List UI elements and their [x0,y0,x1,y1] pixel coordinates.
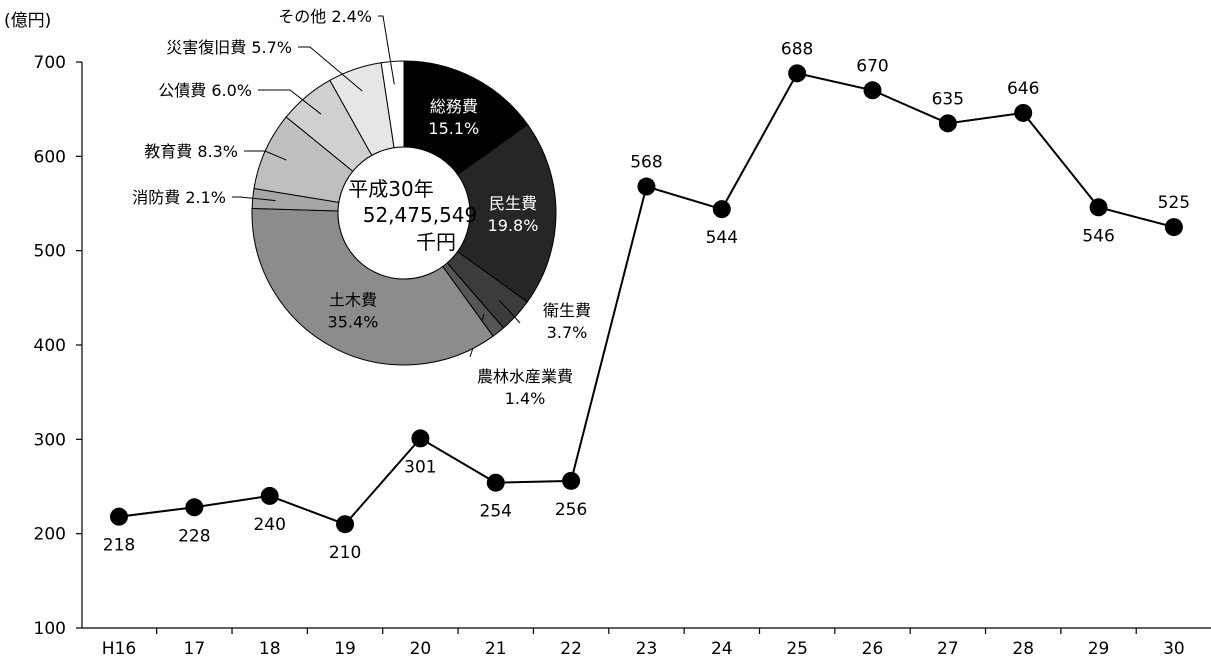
y-tick-label: 700 [34,53,66,73]
y-tick-label: 500 [34,242,66,262]
axes: 100 200 300 400 500 600 700 H16 17 18 19 20 21 22 23 24… [34,53,1211,659]
slice-percent: 1.4% [505,389,546,408]
data-point [637,177,656,196]
data-point [1014,103,1033,122]
data-label: 635 [932,89,964,109]
data-point [712,200,731,219]
data-point [110,507,128,526]
x-tick-label: 25 [786,639,808,659]
slice-percent: 3.7% [547,323,588,342]
x-tick-label: 30 [1163,639,1185,659]
slice-percent: 19.8% [488,216,539,235]
x-tick-label: 17 [184,639,206,659]
leader-line [244,150,287,161]
y-unit-label: (億円) [4,11,51,31]
data-label: 210 [329,543,361,563]
data-point [336,515,355,534]
slice-label: 土木費 [329,290,377,309]
donut-hole [337,146,471,280]
slice-percent: 35.4% [328,312,379,331]
x-tick-label: 23 [636,639,658,659]
leader-line [378,15,395,85]
x-tick-label: 21 [485,639,507,659]
y-tick-label: 600 [34,147,66,167]
data-point [863,81,882,100]
data-label: 218 [103,536,135,556]
donut-center-total: 52,475,549 [363,203,478,227]
leader-line [232,196,276,202]
data-point [562,471,581,490]
line-series: 218 228 240 210 301 254 256 568 544 688 670 635 646 5… [103,39,1190,563]
slice-label: 災害復旧費 5.7% [166,38,292,57]
slice-label: 消防費 2.1% [132,188,226,207]
slice-label: 総務費 [430,97,478,116]
x-tick-label: 20 [410,639,432,659]
slice-label: その他 2.4% [278,7,372,26]
donut-chart: 総務費 15.1% 民生費 19.8% 衛生費 3.7% 農林水産業費 1.4% 土木費 35.4… [132,7,591,408]
slice-label: 教育費 8.3% [144,142,238,161]
data-point [411,429,430,448]
y-tick-label: 200 [34,525,66,545]
data-label: 670 [856,56,888,76]
leader-line [498,299,521,324]
data-point [938,114,957,133]
data-label: 256 [555,500,587,520]
data-point [1164,218,1183,237]
data-point [486,473,505,492]
y-tick-label: 300 [34,430,66,450]
donut-center-year: 平成30年 [348,177,433,201]
slice-label: 衛生費 [543,301,591,320]
data-label: 646 [1007,79,1039,99]
y-tick-label: 100 [34,619,66,639]
leader-line [298,46,363,92]
x-tick-label: 26 [862,639,884,659]
x-tick-label: 29 [1088,639,1110,659]
slice-percent: 15.1% [428,119,479,138]
slice-label: 民生費 [489,194,537,213]
data-label: 546 [1082,226,1114,246]
x-tick-label: H16 [102,639,136,659]
data-label: 544 [706,228,738,248]
x-tick-label: 24 [711,639,733,659]
data-label: 240 [253,515,285,535]
data-label: 688 [781,39,813,59]
donut-center-unit: 千円 [416,230,456,254]
x-tick-label: 28 [1012,639,1034,659]
data-point [260,486,279,505]
x-tick-label: 18 [259,639,281,659]
data-label: 301 [404,457,436,477]
slice-label: 農林水産業費 [477,367,573,386]
data-point [185,498,204,517]
data-label: 568 [630,153,662,173]
data-label: 228 [178,526,210,546]
data-label: 525 [1158,193,1190,213]
data-point [1089,198,1108,217]
x-tick-label: 22 [560,639,582,659]
data-label: 254 [480,502,512,522]
leader-line [258,89,322,115]
x-tick-label: 27 [937,639,959,659]
x-tick-label: 19 [334,639,356,659]
slice-label: 公債費 6.0% [158,81,252,100]
y-tick-label: 400 [34,336,66,356]
data-point [788,64,807,83]
